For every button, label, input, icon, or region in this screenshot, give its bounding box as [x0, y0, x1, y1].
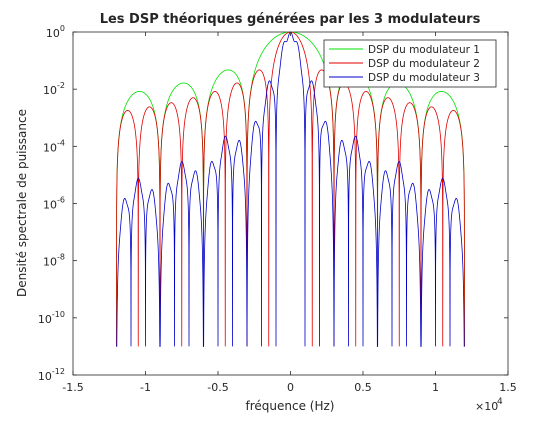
legend: DSP du modulateur 1 DSP du modulateur 2 …: [323, 39, 497, 88]
x-exponent-power: 4: [497, 397, 503, 407]
legend-label-3: DSP du modulateur 3: [368, 72, 480, 84]
y-tick-label: 10-6: [43, 196, 65, 212]
y-tick-base: 10: [38, 313, 52, 326]
y-tick-exponent: -8: [57, 253, 65, 262]
x-exponent-base: ×10: [475, 400, 498, 413]
y-tick-label: 10-12: [38, 367, 65, 383]
y-tick-exponent: -10: [52, 310, 65, 319]
y-tick-exponent: -6: [57, 196, 65, 205]
y-tick-exponent: -12: [52, 367, 65, 376]
y-tick-label: 10-8: [43, 253, 65, 269]
y-tick-base: 10: [43, 256, 57, 269]
chart-title: Les DSP théoriques générées par les 3 mo…: [100, 12, 481, 27]
y-axis-label: Densité spectrale de puissance: [15, 109, 29, 297]
y-tick-exponent: 0: [60, 24, 65, 33]
x-tick-label: -0.5: [207, 381, 228, 394]
x-axis-label: fréquence (Hz): [246, 399, 335, 413]
y-tick-label: 10-2: [43, 81, 65, 97]
y-tick-base: 10: [43, 141, 57, 154]
y-tick-base: 10: [46, 27, 60, 40]
x-tick-label: 0: [287, 381, 294, 394]
y-tick-label: 100: [46, 24, 65, 40]
y-tick-base: 10: [43, 199, 57, 212]
axis-ticks: -1.5 -1 -0.5 0 0.5 1 1.510010-210-410-610-810-…: [38, 24, 517, 394]
y-tick-base: 10: [38, 370, 52, 383]
x-exponent: ×10 4: [475, 397, 503, 413]
x-tick-label: 0.5: [354, 381, 372, 394]
y-tick-label: 10-4: [43, 138, 65, 154]
x-tick-label: 1: [432, 381, 439, 394]
x-tick-label: -1: [140, 381, 151, 394]
legend-label-2: DSP du modulateur 2: [368, 58, 480, 70]
y-tick-exponent: -2: [57, 81, 65, 90]
y-tick-label: 10-10: [38, 310, 65, 326]
x-tick-label: 1.5: [499, 381, 517, 394]
y-tick-exponent: -4: [57, 138, 65, 147]
x-tick-label: -1.5: [62, 381, 83, 394]
legend-label-1: DSP du modulateur 1: [368, 44, 480, 56]
y-tick-base: 10: [43, 84, 57, 97]
